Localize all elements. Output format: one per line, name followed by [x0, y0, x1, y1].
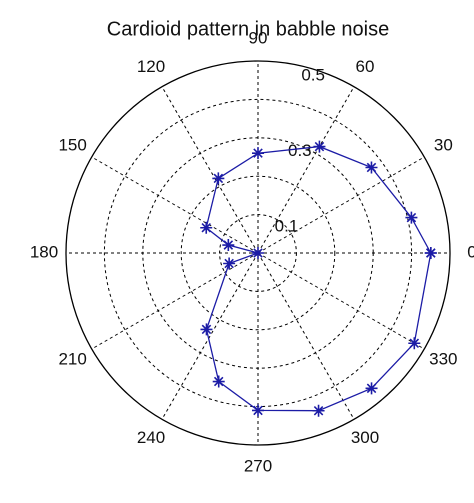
data-marker	[365, 161, 378, 174]
data-marker	[252, 404, 264, 417]
data-marker	[200, 221, 213, 234]
data-marker	[212, 375, 225, 388]
spoke-grid-line	[161, 86, 259, 254]
spoke-grid-line	[257, 86, 355, 254]
theta-tick-label: 0	[467, 242, 474, 261]
spoke-grid-line	[161, 252, 259, 420]
data-marker	[313, 140, 326, 153]
theta-tick-label: 300	[351, 428, 379, 447]
data-marker	[212, 172, 225, 185]
data-marker	[223, 257, 236, 270]
spoke-grid-line	[91, 156, 259, 254]
theta-tick-label: 60	[356, 57, 375, 76]
chart-title: Cardioid pattern in babble noise	[107, 18, 389, 40]
data-marker	[222, 239, 235, 252]
r-tick-label: 0.3	[288, 141, 312, 160]
spoke-grid-line	[91, 252, 259, 350]
data-marker	[252, 247, 264, 259]
data-marker	[405, 211, 418, 224]
r-tick-label: 0.1	[275, 217, 299, 236]
theta-tick-label: 330	[429, 349, 457, 368]
theta-tick-label: 150	[58, 135, 86, 154]
spoke-grid-line	[257, 156, 425, 254]
spoke-grid-line	[257, 252, 425, 350]
ring-grid-line	[180, 175, 336, 331]
theta-tick-label: 90	[249, 28, 268, 47]
data-marker	[408, 337, 421, 350]
theta-tick-label: 30	[434, 135, 453, 154]
spoke-grid-line	[257, 252, 355, 420]
data-marker	[312, 404, 325, 417]
data-marker	[424, 247, 437, 259]
data-marker	[365, 382, 378, 395]
theta-tick-label: 210	[58, 349, 86, 368]
theta-tick-label: 270	[244, 456, 272, 475]
r-tick-label: 0.5	[301, 65, 325, 84]
theta-tick-label: 240	[137, 428, 165, 447]
data-marker	[252, 147, 264, 160]
theta-tick-label: 180	[30, 242, 58, 261]
ring-grid-line	[219, 214, 297, 292]
ring-grid-line	[142, 137, 374, 369]
data-marker	[200, 323, 213, 336]
theta-tick-label: 120	[137, 57, 165, 76]
